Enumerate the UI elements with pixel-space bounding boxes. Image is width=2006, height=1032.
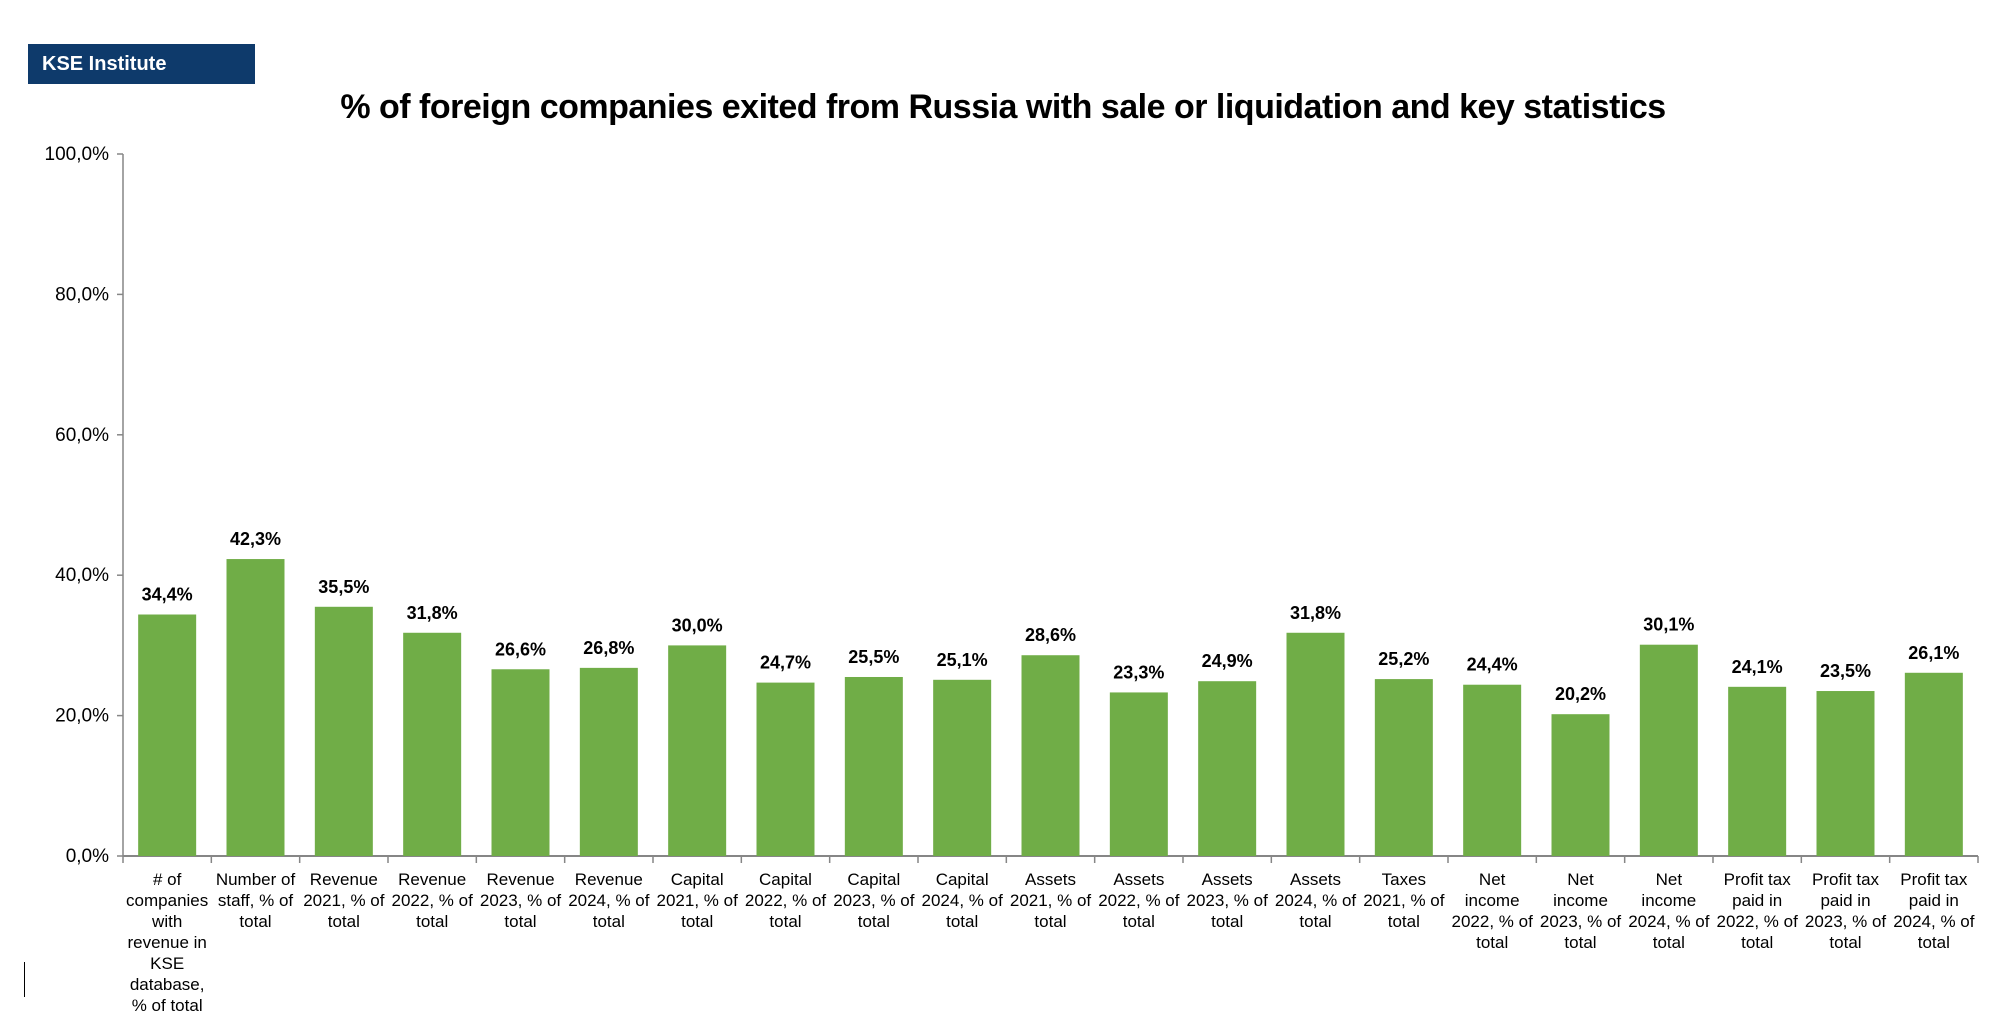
data-label: 31,8% — [1290, 603, 1341, 623]
text-cursor — [24, 962, 25, 997]
bar — [756, 682, 815, 856]
bar — [1639, 644, 1698, 856]
x-category-label: Profit tax paid in 2023, % of total — [1805, 870, 1887, 952]
bar — [226, 559, 285, 856]
x-category-label: Assets 2024, % of total — [1275, 870, 1357, 931]
bar — [1198, 681, 1257, 856]
data-label: 25,2% — [1378, 649, 1429, 669]
data-label: 30,0% — [672, 615, 723, 635]
data-label: 31,8% — [407, 603, 458, 623]
bar — [844, 676, 903, 856]
y-tick-label: 60,0% — [55, 425, 109, 446]
x-category-label: Net income 2024, % of total — [1628, 870, 1710, 952]
bar — [1904, 672, 1963, 856]
data-label: 42,3% — [230, 529, 281, 549]
x-category-label: Net income 2022, % of total — [1452, 870, 1534, 952]
data-label: 24,7% — [760, 653, 811, 673]
bar — [314, 606, 373, 856]
data-label: 24,9% — [1202, 651, 1253, 671]
data-label: 23,3% — [1113, 662, 1164, 682]
bar — [1021, 655, 1080, 856]
data-label: 35,5% — [318, 577, 369, 597]
x-category-label: Capital 2023, % of total — [833, 870, 915, 931]
y-tick-label: 100,0% — [45, 144, 110, 165]
y-tick-label: 20,0% — [55, 706, 109, 727]
data-label: 20,2% — [1555, 684, 1606, 704]
bar — [138, 614, 197, 856]
x-category-label: Assets 2023, % of total — [1187, 870, 1269, 931]
x-category-label: Revenue 2021, % of total — [303, 870, 385, 931]
kse-institute-logo: KSE Institute — [28, 44, 255, 84]
x-category-label: Net income 2023, % of total — [1540, 870, 1622, 952]
data-label: 34,4% — [142, 585, 193, 605]
x-category-label: Revenue 2023, % of total — [480, 870, 562, 931]
data-label: 26,8% — [583, 638, 634, 658]
y-tick-label: 80,0% — [55, 284, 109, 305]
x-category-label: Profit tax paid in 2024, % of total — [1893, 870, 1975, 952]
bar — [1374, 679, 1433, 856]
bar — [933, 679, 992, 856]
x-category-label: Number of staff, % of total — [216, 870, 296, 931]
data-label: 26,1% — [1908, 643, 1959, 663]
bar — [668, 645, 727, 856]
data-label: 26,6% — [495, 639, 546, 659]
x-category-label: Revenue 2024, % of total — [568, 870, 650, 931]
x-category-label: Revenue 2022, % of total — [392, 870, 474, 931]
data-label: 24,4% — [1467, 655, 1518, 675]
bar — [1551, 714, 1610, 856]
bar — [1109, 692, 1168, 856]
bar — [491, 669, 550, 856]
data-label: 28,6% — [1025, 625, 1076, 645]
y-tick-label: 0,0% — [66, 846, 109, 867]
bar — [579, 667, 638, 856]
x-category-label: Capital 2022, % of total — [745, 870, 827, 931]
x-category-label: Assets 2021, % of total — [1010, 870, 1092, 931]
x-category-label: Taxes 2021, % of total — [1363, 870, 1445, 931]
y-tick-label: 40,0% — [55, 565, 109, 586]
x-category-label: Profit tax paid in 2022, % of total — [1717, 870, 1799, 952]
data-label: 24,1% — [1732, 657, 1783, 677]
x-category-label: Capital 2024, % of total — [922, 870, 1004, 931]
bar — [1728, 686, 1787, 856]
data-label: 25,5% — [848, 647, 899, 667]
data-label: 30,1% — [1643, 615, 1694, 635]
bar — [1286, 632, 1345, 856]
bar — [403, 632, 462, 856]
data-label: 25,1% — [937, 650, 988, 670]
chart-title: % of foreign companies exited from Russi… — [340, 88, 1666, 126]
bar — [1463, 684, 1522, 856]
bar — [1816, 691, 1875, 856]
x-category-label: Assets 2022, % of total — [1098, 870, 1180, 931]
data-label: 23,5% — [1820, 661, 1871, 681]
x-category-label: Capital 2021, % of total — [657, 870, 739, 931]
x-category-label: # of companies with revenue in KSE database,%… — [126, 870, 208, 1015]
